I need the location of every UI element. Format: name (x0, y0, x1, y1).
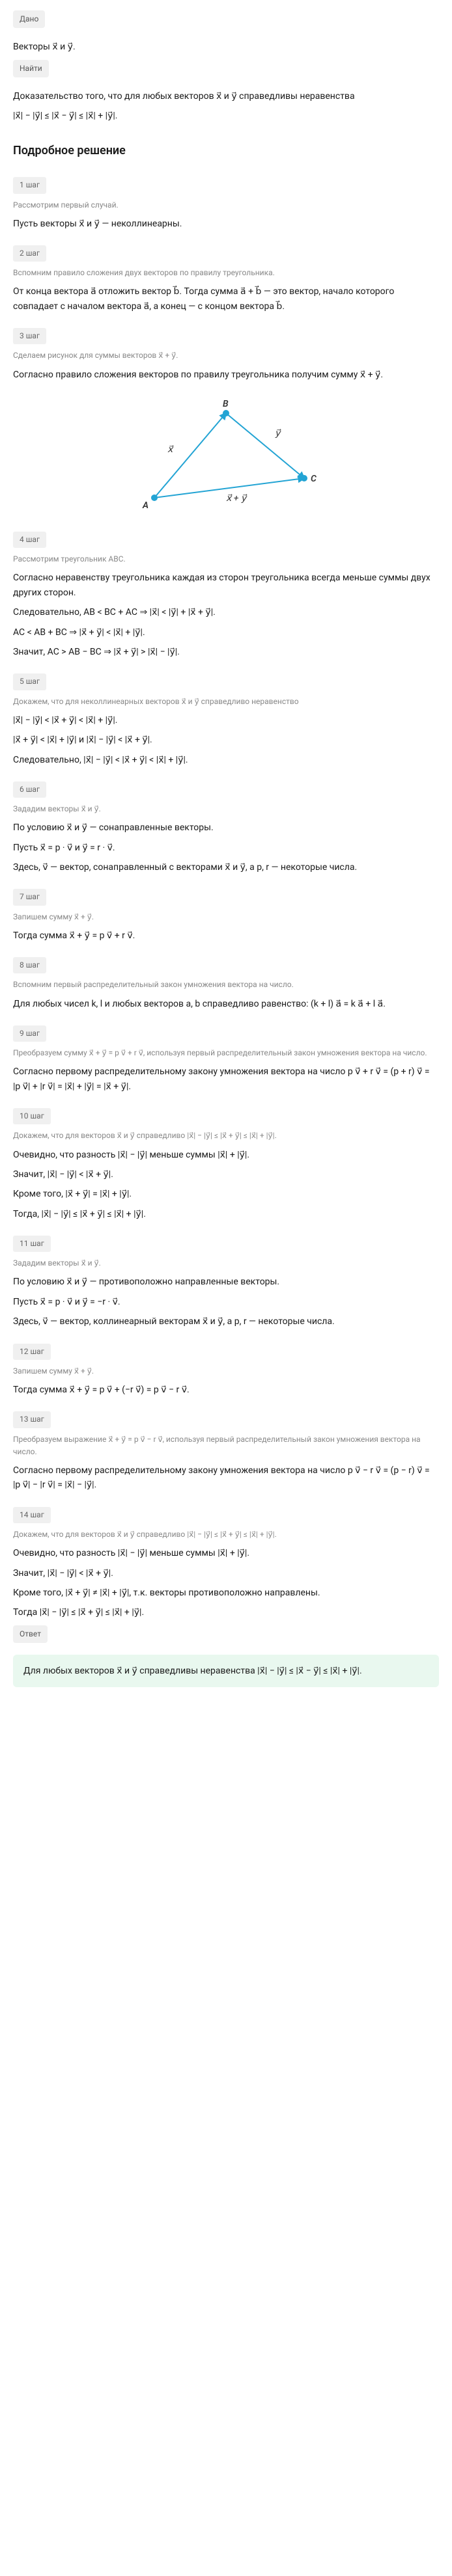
step-2-sub: Вспомним правило сложения двух векторов … (13, 267, 439, 279)
step-9-text: Согласно первому распределительному зако… (13, 1064, 439, 1094)
step-3-text: Согласно правило сложения векторов по пр… (13, 368, 439, 382)
step-14-text-4: Тогда |x⃗| − |y⃗| ≤ |x⃗ + y⃗| ≤ |x⃗| + |… (13, 1605, 439, 1620)
step-6-text-3: Здесь, v⃗ — вектор, сонаправленный с век… (13, 860, 439, 874)
step-6-badge: 6 шаг (13, 781, 46, 798)
step-6-text-1: По условию x⃗ и y⃗ — сонаправленные вект… (13, 820, 439, 835)
step-1-text: Пусть векторы x⃗ и y⃗ — неколлинеарны. (13, 217, 439, 231)
step-7-badge: 7 шаг (13, 889, 46, 905)
step-5-text-3: Следовательно, |x⃗| − |y⃗| < |x⃗ + y⃗| <… (13, 753, 439, 767)
triangle-diagram: x⃗ y⃗ x⃗ + y⃗ A B C (13, 394, 439, 511)
step-10-text-2: Значит, |x⃗| − |y⃗| < |x⃗ + y⃗|. (13, 1167, 439, 1182)
svg-text:x⃗ + y⃗: x⃗ + y⃗ (226, 493, 247, 504)
step-5-text-2: |x⃗ + y⃗| < |x⃗| + |y⃗| и |x⃗| − |y⃗| < … (13, 733, 439, 747)
step-3-sub: Сделаем рисунок для суммы векторов x⃗ + … (13, 349, 439, 362)
step-7-text: Тогда сумма x⃗ + y⃗ = p v⃗ + r v⃗. (13, 929, 439, 943)
step-11-text-1: По условию x⃗ и y⃗ — противоположно напр… (13, 1275, 439, 1289)
step-6-sub: Зададим векторы x⃗ и y⃗. (13, 803, 439, 815)
step-4-text-1: Согласно неравенству треугольника каждая… (13, 571, 439, 600)
step-14-sub: Докажем, что для векторов x⃗ и y⃗ справе… (13, 1528, 439, 1541)
step-4-sub: Рассмотрим треугольник ABC. (13, 553, 439, 565)
step-10-text-1: Очевидно, что разность |x⃗| − |y⃗| меньш… (13, 1148, 439, 1162)
step-11-badge: 11 шаг (13, 1236, 51, 1252)
step-2-badge: 2 шаг (13, 245, 46, 262)
step-4-badge: 4 шаг (13, 532, 46, 548)
step-4-text-3: AC < AB + BC ⇒ |x⃗ + y⃗| < |x⃗| + |y⃗|. (13, 625, 439, 640)
step-13-sub: Преобразуем выражение x⃗ + y⃗ = p v⃗ − r… (13, 1433, 439, 1458)
given-badge: Дано (13, 10, 45, 28)
find-badge: Найти (13, 60, 49, 77)
step-6-text-2: Пусть x⃗ = p · v⃗ и y⃗ = r · v⃗. (13, 841, 439, 855)
step-4-text-2: Следовательно, AB < BC + AC ⇒ |x⃗| < |y⃗… (13, 605, 439, 619)
step-10-sub: Докажем, что для векторов x⃗ и y⃗ справе… (13, 1130, 439, 1142)
step-10-text-3: Кроме того, |x⃗ + y⃗| = |x⃗| + |y⃗|. (13, 1187, 439, 1201)
step-8-text: Для любых чисел k, l и любых векторов a,… (13, 997, 439, 1011)
triangle-svg: x⃗ y⃗ x⃗ + y⃗ A B C (128, 394, 324, 511)
step-10-text-4: Тогда, |x⃗| − |y⃗| ≤ |x⃗ + y⃗| ≤ |x⃗| + … (13, 1207, 439, 1221)
step-5-badge: 5 шаг (13, 673, 46, 690)
step-14-text-1: Очевидно, что разность |x⃗| − |y⃗| меньш… (13, 1546, 439, 1560)
step-2-text: От конца вектора a⃗ отложить вектор b⃗. … (13, 284, 439, 314)
step-12-text: Тогда сумма x⃗ + y⃗ = p v⃗ + (−r v⃗) = p… (13, 1383, 439, 1397)
step-8-badge: 8 шаг (13, 957, 46, 973)
answer-box: Для любых векторов x⃗ и y⃗ справедливы н… (13, 1655, 439, 1687)
step-14-text-2: Значит, |x⃗| − |y⃗| < |x⃗ + y⃗|. (13, 1566, 439, 1580)
step-13-badge: 13 шаг (13, 1411, 51, 1428)
step-12-sub: Запишем сумму x⃗ + y⃗. (13, 1365, 439, 1377)
step-11-sub: Зададим векторы x⃗ и y⃗. (13, 1257, 439, 1269)
solution-title: Подробное решение (13, 142, 439, 161)
step-12-badge: 12 шаг (13, 1344, 51, 1360)
svg-text:y⃗: y⃗ (275, 428, 281, 439)
step-5-sub: Докажем, что для неколлинеарных векторов… (13, 696, 439, 708)
step-9-badge: 9 шаг (13, 1025, 46, 1042)
svg-text:B: B (223, 399, 229, 409)
step-10-badge: 10 шаг (13, 1108, 51, 1124)
step-1-badge: 1 шаг (13, 177, 46, 193)
find-text-2: |x⃗| − |y⃗| ≤ |x⃗ − y⃗| ≤ |x⃗| + |y⃗|. (13, 109, 439, 123)
step-14-text-3: Кроме того, |x⃗ + y⃗| ≠ |x⃗| + |y⃗|, т.к… (13, 1586, 439, 1600)
step-14-badge: 14 шаг (13, 1507, 51, 1523)
step-11-text-2: Пусть x⃗ = p · v⃗ и y⃗ = −r · v⃗. (13, 1295, 439, 1309)
find-text-1: Доказательство того, что для любых векто… (13, 89, 439, 103)
svg-text:C: C (311, 474, 317, 484)
step-7-sub: Запишем сумму x⃗ + y⃗. (13, 911, 439, 923)
svg-text:x⃗: x⃗ (167, 444, 174, 455)
step-8-sub: Вспомним первый распределительный закон … (13, 979, 439, 991)
step-11-text-3: Здесь, v⃗ — вектор, коллинеарный вектора… (13, 1314, 439, 1329)
step-13-text: Согласно первому распределительному зако… (13, 1463, 439, 1493)
step-3-badge: 3 шаг (13, 328, 46, 344)
answer-text: Для любых векторов x⃗ и y⃗ справедливы н… (23, 1666, 362, 1676)
answer-badge: Ответ (13, 1625, 48, 1643)
step-9-sub: Преобразуем сумму x⃗ + y⃗ = p v⃗ + r v⃗,… (13, 1047, 439, 1059)
step-5-text-1: |x⃗| − |y⃗| < |x⃗ + y⃗| < |x⃗| + |y⃗|. (13, 713, 439, 727)
svg-text:A: A (142, 500, 148, 511)
given-text: Векторы x⃗ и y⃗. (13, 40, 439, 54)
step-1-sub: Рассмотрим первый случай. (13, 199, 439, 211)
step-4-text-4: Значит, AC > AB − BC ⇒ |x⃗ + y⃗| > |x⃗| … (13, 645, 439, 659)
